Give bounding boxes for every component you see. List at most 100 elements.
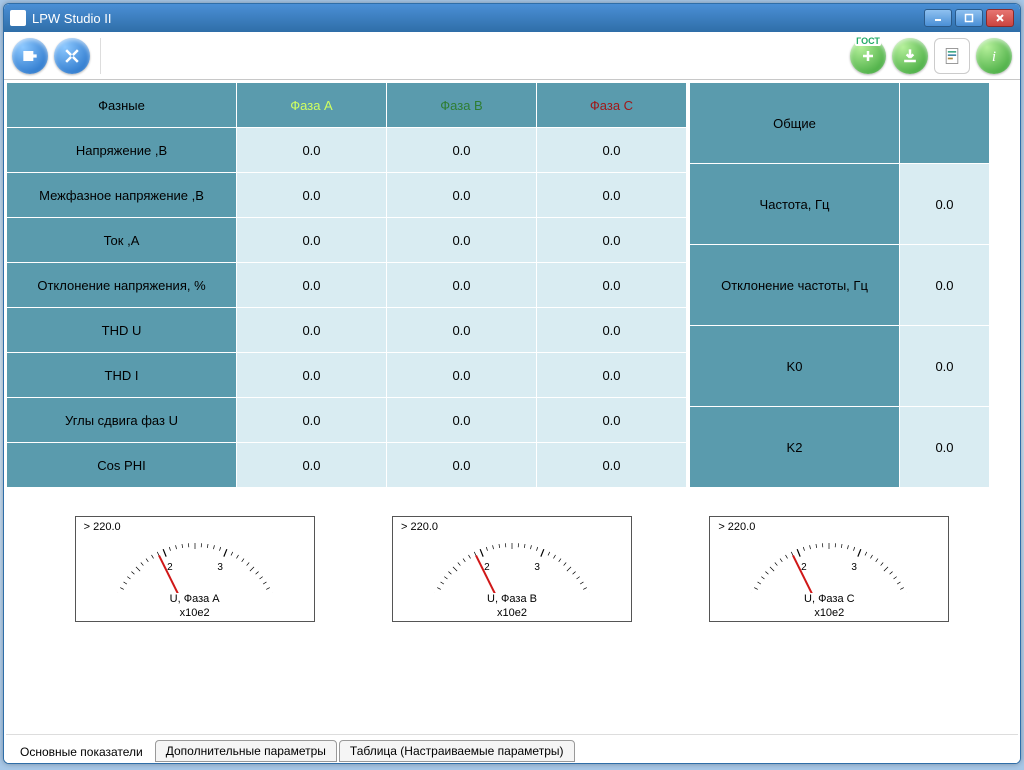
gauge-top-label: > 220.0: [714, 521, 944, 533]
table-row: Ток ,А0.00.00.0: [7, 218, 687, 263]
gauge: > 220.0012345U, Фаза Ax10e2: [75, 516, 315, 622]
cell-phase-b: 0.0: [387, 443, 537, 488]
cell-phase-b: 0.0: [387, 218, 537, 263]
titlebar: LPW Studio II: [4, 4, 1020, 32]
download-button[interactable]: [892, 38, 928, 74]
cell-phase-b: 0.0: [387, 263, 537, 308]
gauge-dial: 012345: [397, 533, 627, 593]
cell-phase-a: 0.0: [237, 353, 387, 398]
svg-text:3: 3: [217, 562, 223, 573]
table-row: THD I0.00.00.0: [7, 353, 687, 398]
cell-phase-c: 0.0: [537, 308, 687, 353]
row-label: Углы сдвига фаз U: [7, 398, 237, 443]
svg-text:3: 3: [534, 562, 540, 573]
row-label: K2: [690, 407, 900, 488]
window-title: LPW Studio II: [32, 11, 924, 26]
row-label: Cos PHI: [7, 443, 237, 488]
row-label: Межфазное напряжение ,В: [7, 173, 237, 218]
gauge-top-label: > 220.0: [80, 521, 310, 533]
toolbar: ГОСТ i: [4, 32, 1020, 80]
common-table-empty-header: [900, 83, 990, 164]
table-row: K20.0: [690, 407, 990, 488]
cell-phase-c: 0.0: [537, 353, 687, 398]
minimize-button[interactable]: [924, 9, 952, 27]
cell-phase-b: 0.0: [387, 353, 537, 398]
row-label: Отклонение напряжения, %: [7, 263, 237, 308]
cell-value: 0.0: [900, 407, 990, 488]
phase-table: Фазные Фаза A Фаза B Фаза C Напряжение ,…: [6, 82, 687, 488]
window-buttons: [924, 9, 1014, 27]
tab-additional[interactable]: Дополнительные параметры: [155, 740, 337, 762]
row-label: Отклонение частоты, Гц: [690, 245, 900, 326]
connect-button[interactable]: [12, 38, 48, 74]
content-area: Фазные Фаза A Фаза B Фаза C Напряжение ,…: [4, 80, 1020, 763]
tables-row: Фазные Фаза A Фаза B Фаза C Напряжение ,…: [6, 82, 1018, 488]
gauges-row: > 220.0012345U, Фаза Ax10e2> 220.0012345…: [6, 516, 1018, 622]
gauge-label: U, Фаза B: [397, 593, 627, 605]
cell-phase-b: 0.0: [387, 398, 537, 443]
cell-phase-a: 0.0: [237, 128, 387, 173]
table-row: Углы сдвига фаз U0.00.00.0: [7, 398, 687, 443]
table-row: THD U0.00.00.0: [7, 308, 687, 353]
row-label: THD I: [7, 353, 237, 398]
toolbar-spacer: [100, 38, 844, 74]
row-label: K0: [690, 326, 900, 407]
cell-phase-c: 0.0: [537, 398, 687, 443]
report-button[interactable]: [934, 38, 970, 74]
gost-label: ГОСТ: [855, 36, 881, 46]
row-label: Ток ,А: [7, 218, 237, 263]
cell-phase-a: 0.0: [237, 218, 387, 263]
tools-button[interactable]: [54, 38, 90, 74]
svg-text:3: 3: [852, 562, 858, 573]
app-window: LPW Studio II ГОСТ i: [3, 3, 1021, 764]
svg-text:2: 2: [484, 562, 490, 573]
table-row: Отклонение напряжения, %0.00.00.0: [7, 263, 687, 308]
cell-phase-c: 0.0: [537, 218, 687, 263]
cell-phase-c: 0.0: [537, 263, 687, 308]
svg-text:i: i: [992, 49, 996, 65]
table-row: K00.0: [690, 326, 990, 407]
row-label: Частота, Гц: [690, 164, 900, 245]
svg-text:2: 2: [801, 562, 807, 573]
table-row: Частота, Гц0.0: [690, 164, 990, 245]
tabs: Основные показатели Дополнительные парам…: [6, 734, 1018, 763]
table-row: Напряжение ,В0.00.00.0: [7, 128, 687, 173]
gauge-scale: x10e2: [397, 607, 627, 619]
table-row: Отклонение частоты, Гц0.0: [690, 245, 990, 326]
tab-custom-table[interactable]: Таблица (Настраиваемые параметры): [339, 740, 575, 762]
cell-value: 0.0: [900, 245, 990, 326]
cell-phase-c: 0.0: [537, 443, 687, 488]
cell-value: 0.0: [900, 326, 990, 407]
gauge-top-label: > 220.0: [397, 521, 627, 533]
phase-a-header: Фаза A: [237, 83, 387, 128]
cell-phase-b: 0.0: [387, 308, 537, 353]
info-button[interactable]: i: [976, 38, 1012, 74]
svg-text:2: 2: [167, 562, 173, 573]
row-label: Напряжение ,В: [7, 128, 237, 173]
cell-phase-a: 0.0: [237, 173, 387, 218]
cell-phase-c: 0.0: [537, 128, 687, 173]
row-label: THD U: [7, 308, 237, 353]
app-icon: [10, 10, 26, 26]
gauge: > 220.0012345U, Фаза Bx10e2: [392, 516, 632, 622]
maximize-button[interactable]: [955, 9, 983, 27]
cell-phase-a: 0.0: [237, 308, 387, 353]
cell-phase-b: 0.0: [387, 128, 537, 173]
gauge-scale: x10e2: [714, 607, 944, 619]
table-row: Cos PHI0.00.00.0: [7, 443, 687, 488]
cell-phase-a: 0.0: [237, 398, 387, 443]
phase-table-header: Фазные: [7, 83, 237, 128]
cell-value: 0.0: [900, 164, 990, 245]
close-button[interactable]: [986, 9, 1014, 27]
gauge-label: U, Фаза A: [80, 593, 310, 605]
cell-phase-a: 0.0: [237, 263, 387, 308]
cell-phase-c: 0.0: [537, 173, 687, 218]
tab-main[interactable]: Основные показатели: [10, 742, 153, 762]
cell-phase-b: 0.0: [387, 173, 537, 218]
common-table: Общие Частота, Гц0.0Отклонение частоты, …: [689, 82, 990, 488]
gauge-dial: 012345: [714, 533, 944, 593]
gost-add-button[interactable]: ГОСТ: [850, 38, 886, 74]
cell-phase-a: 0.0: [237, 443, 387, 488]
common-table-header: Общие: [690, 83, 900, 164]
gauge-scale: x10e2: [80, 607, 310, 619]
